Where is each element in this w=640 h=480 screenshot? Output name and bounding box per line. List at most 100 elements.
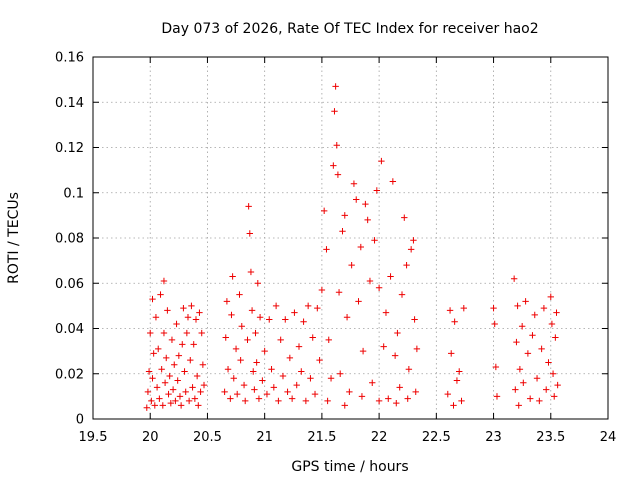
data-point [189,384,196,391]
data-point [183,329,191,337]
y-tick-label: 0.02 [55,367,84,382]
x-tick-label: 24 [600,430,617,445]
data-point [157,291,164,298]
data-point [252,329,259,337]
data-point [222,334,229,341]
data-point [393,399,400,407]
data-point [358,393,366,400]
data-point [491,320,498,328]
data-point [195,402,202,409]
data-point [331,108,338,115]
data-point [304,302,312,310]
data-point [254,280,261,287]
data-point [366,277,374,285]
data-point [343,313,351,321]
data-point [407,246,415,253]
data-point [223,298,231,305]
data-point [359,347,367,355]
data-point [413,345,421,353]
data-point [246,230,253,237]
data-point [256,313,264,321]
data-point [250,368,257,375]
data-point [229,273,236,280]
data-point [228,311,235,319]
data-point [510,275,518,282]
data-point [348,261,355,269]
grid-lines [93,57,608,419]
data-point [339,228,346,235]
data-point [444,390,451,398]
x-axis-label: GPS time / hours [291,459,408,475]
data-point [152,313,160,321]
y-axis-label: ROTI / TECUs [6,192,22,284]
data-point [180,304,187,312]
data-point [325,336,332,344]
data-point [334,171,342,178]
data-point [191,395,199,402]
data-point [453,377,461,384]
data-point [175,352,183,359]
data-point [314,304,321,312]
data-point [403,261,410,269]
data-point [244,336,251,344]
data-point [230,375,237,382]
data-point [248,307,256,314]
data-point [401,214,408,221]
data-point [164,307,171,314]
data-point [531,311,538,319]
data-point [300,318,307,325]
data-point [148,397,155,405]
data-point [286,354,294,362]
data-point [398,291,406,298]
data-point [270,384,278,391]
data-point [514,302,521,310]
data-point [188,302,195,310]
data-point [364,216,371,224]
data-point [533,375,541,382]
data-point [548,320,556,328]
data-point [221,388,228,396]
data-point [298,368,305,375]
data-point [161,379,169,386]
data-point [412,388,419,396]
data-point [172,397,179,405]
data-point [493,393,501,400]
data-point [151,402,158,409]
data-point [199,361,207,368]
x-tick-label: 23 [485,430,502,445]
data-point [187,356,194,364]
data-point [266,316,273,323]
axis-ticks: 19.5 20 20.5 21 21.5 22 22.5 23 23.5 24 0 0.02 0.04 0… [55,51,616,446]
data-point [520,379,527,386]
x-tick-label: 23.5 [536,430,565,445]
y-tick-label: 0.06 [55,277,84,292]
data-point [410,237,417,244]
data-point [369,379,376,386]
data-point [382,309,390,316]
data-point [549,370,557,377]
data-point [279,372,287,380]
data-point [362,200,369,208]
data-point [144,388,152,396]
data-point [200,381,208,389]
data-point [234,390,241,398]
data-point [272,302,280,310]
data-point [490,304,497,312]
data-point [149,295,156,303]
data-point [538,345,545,353]
chart-title: Day 073 of 2026, Rate Of TEC Index for r… [161,21,538,37]
data-point [311,390,319,398]
y-tick-label: 0 [76,413,84,428]
data-point [330,162,337,169]
data-point [492,363,500,371]
data-point [158,366,165,373]
data-point [513,338,520,346]
data-point [375,397,383,405]
data-point [341,212,348,219]
data-point [522,298,529,305]
data-point [341,402,348,409]
data-point [150,350,157,357]
data-point [295,343,303,350]
data-point [179,341,186,348]
x-tick-label: 20.5 [193,430,222,445]
